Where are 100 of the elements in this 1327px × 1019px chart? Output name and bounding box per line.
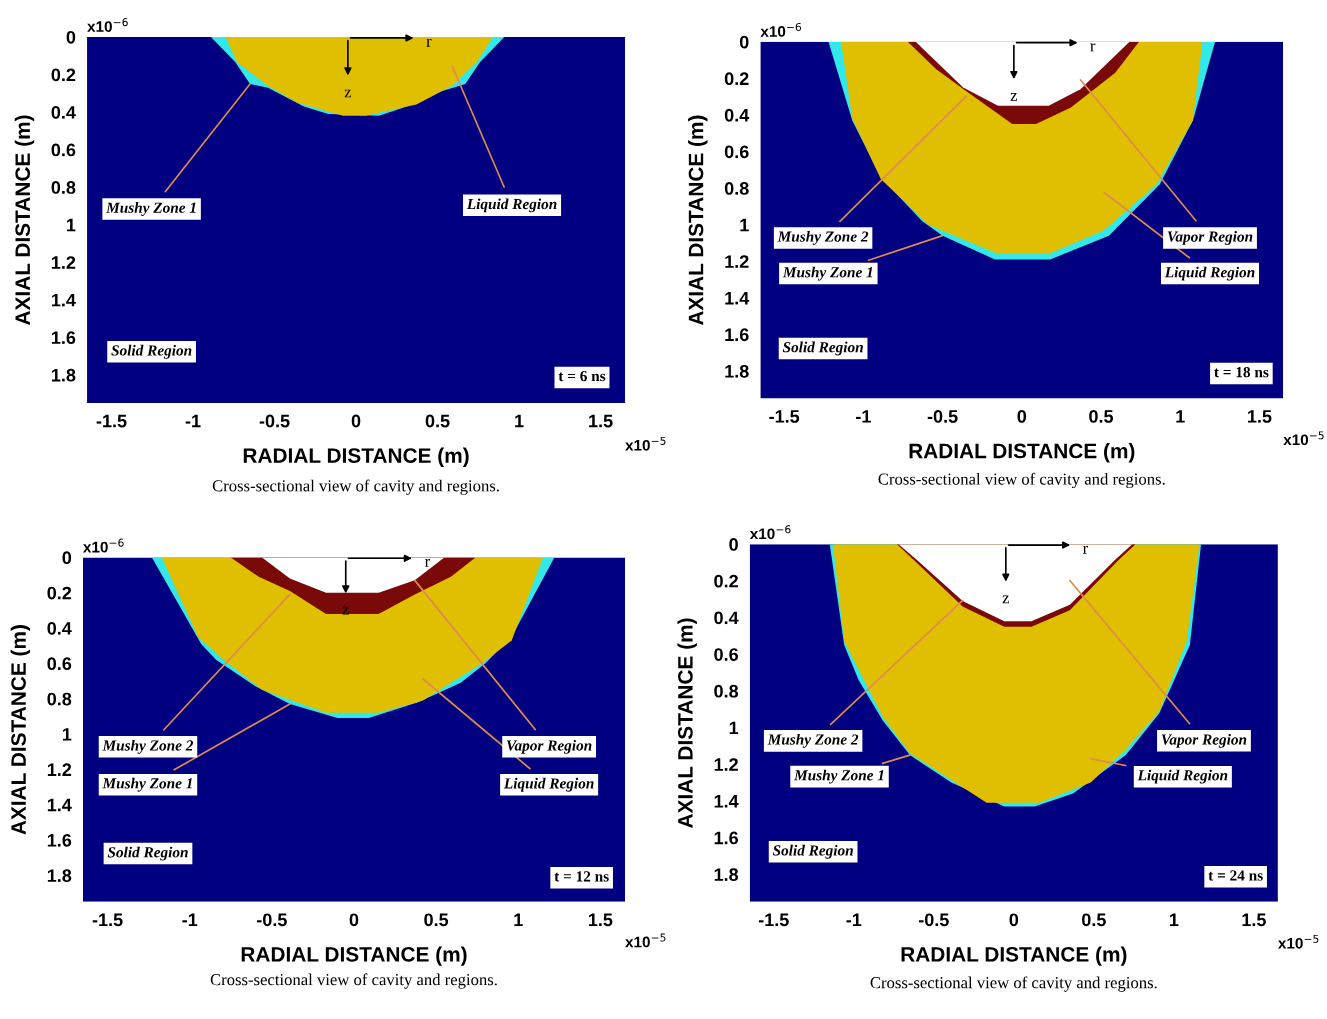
annotation: t = 6 ns: [558, 370, 606, 382]
text: Vapor Region: [1161, 733, 1247, 748]
series-label: Liquid Region: [1137, 769, 1228, 784]
x-tick-label: 1: [1176, 410, 1185, 423]
y-tick-label: 1.2: [725, 255, 749, 268]
text: Liquid Region: [503, 777, 594, 792]
x-tick-label: -1: [856, 410, 871, 423]
y-axis-title: AXIAL DISTANCE (m): [14, 115, 35, 326]
text: Cross-sectional view of cavity and regions.: [878, 472, 1165, 489]
x-tick-label: -0.5: [918, 913, 949, 927]
y-tick-label: 1: [62, 728, 72, 741]
y-tick-label: 1.4: [51, 293, 76, 307]
band-label: Solid Region: [107, 846, 188, 861]
x-tick-label: 1.5: [588, 913, 613, 927]
band-label: Solid Region: [772, 844, 853, 859]
x-tick-label: 1: [514, 913, 523, 927]
x-tick-label: 1.5: [1248, 410, 1272, 423]
x-tick-label: 1.5: [589, 414, 613, 428]
text: Cross-sectional view of cavity and regions.: [212, 479, 499, 495]
y-tick-label: 0.4: [51, 106, 76, 119]
x-tick-label: 0: [1017, 410, 1027, 423]
y-tick-label: 1: [67, 218, 76, 232]
text: x10$^{−5}$: [1278, 934, 1319, 949]
x-tick-label: -1.5: [96, 414, 127, 428]
y-tick-label: 0.8: [47, 692, 72, 706]
annotation: z: [1010, 93, 1018, 101]
y-tick-label: 1.6: [725, 328, 749, 342]
text: Cross-sectional view of cavity and regions.: [870, 976, 1157, 992]
text: Cross-sectional view of cavity and regions.: [210, 973, 497, 989]
y-tick-label: 1.8: [714, 868, 739, 882]
text: Mushy Zone 2: [767, 733, 859, 748]
y-axis-title: AXIAL DISTANCE (m): [688, 115, 708, 326]
text: x10$^{−6}$: [749, 525, 791, 540]
text: Mushy Zone 2: [102, 739, 194, 754]
x-tick-label: -1.5: [758, 913, 789, 927]
y-tick-label: 1.4: [725, 291, 750, 305]
y-tick-label: 1.8: [725, 364, 749, 378]
y-tick-label: 1.2: [47, 763, 72, 776]
text: x10$^{−6}$: [760, 22, 802, 37]
x-tick-label: 1: [1169, 913, 1179, 927]
y-tick-label: 0.8: [51, 181, 76, 194]
text: Vapor Region: [1167, 231, 1253, 245]
x-tick-label: -0.5: [256, 913, 287, 927]
x-tick-label: 0: [349, 913, 359, 927]
annotation: r: [1082, 545, 1089, 554]
x-tick-label: -1.5: [769, 410, 800, 423]
annotation: t = 18 ns: [1214, 366, 1269, 378]
text: x10$^{−5}$: [625, 933, 666, 948]
x-tick-label: 1.5: [1242, 913, 1266, 927]
text: Vapor Region: [506, 739, 592, 754]
x-tick-label: 0.5: [1082, 913, 1106, 927]
text: x10$^{−6}$: [87, 18, 128, 33]
annotation: z: [342, 606, 349, 615]
x-tick-label: 1: [515, 414, 524, 428]
annotation: z: [1002, 595, 1010, 604]
y-tick-label: 0.2: [47, 586, 72, 600]
x-tick-label: -1.5: [92, 913, 123, 927]
annotation: r: [426, 38, 432, 47]
annotation: t = 12 ns: [554, 871, 609, 882]
text: Mushy Zone 2: [777, 230, 869, 245]
band-label: Solid Region: [782, 341, 863, 356]
y-tick-label: 0.4: [714, 611, 739, 625]
y-tick-label: 0: [66, 30, 76, 44]
annotation: r: [1090, 43, 1096, 52]
y-tick-label: 1.6: [51, 331, 76, 345]
y-tick-label: 0: [62, 551, 72, 565]
y-tick-label: 0.6: [714, 648, 738, 661]
x-tick-label: -1: [185, 414, 201, 428]
x-tick-label: -1: [846, 913, 862, 927]
x-tick-label: 0.5: [425, 414, 450, 428]
x-tick-label: 0: [1009, 913, 1019, 927]
x-tick-label: 0.5: [424, 913, 449, 927]
x-tick-label: -0.5: [259, 414, 290, 428]
text: Liquid Region: [1164, 266, 1255, 281]
y-tick-label: 1: [740, 218, 749, 232]
x-tick-label: 0.5: [1089, 410, 1114, 423]
text: x10$^{−5}$: [1283, 431, 1324, 446]
y-tick-label: 0.8: [714, 684, 739, 698]
text: Mushy Zone 1: [782, 266, 873, 281]
text: x10$^{−5}$: [625, 436, 666, 451]
y-tick-label: 0.8: [724, 182, 749, 195]
y-tick-label: 1.8: [51, 368, 76, 382]
x-tick-label: 0: [351, 414, 361, 428]
text: Mushy Zone 1: [105, 202, 196, 216]
series-label: Mushy Zone 1: [793, 769, 884, 784]
y-tick-label: 0.2: [724, 72, 749, 86]
y-tick-label: 1.6: [714, 831, 738, 845]
y-tick-label: 0.4: [47, 621, 72, 635]
x-axis-title: RADIAL DISTANCE (m): [909, 443, 1135, 463]
text: x10$^{−6}$: [83, 538, 124, 553]
band-label: Solid Region: [111, 344, 192, 359]
x-axis-title: RADIAL DISTANCE (m): [241, 946, 467, 966]
y-axis-title: AXIAL DISTANCE (m): [10, 625, 31, 835]
y-tick-label: 0.6: [51, 143, 76, 157]
x-axis-title: RADIAL DISTANCE (m): [901, 946, 1127, 966]
y-tick-label: 0.6: [47, 657, 72, 671]
y-tick-label: 1.2: [714, 758, 738, 771]
y-tick-label: 0.2: [51, 68, 76, 82]
x-tick-label: -1: [182, 913, 198, 927]
y-tick-label: 1.6: [47, 833, 72, 847]
